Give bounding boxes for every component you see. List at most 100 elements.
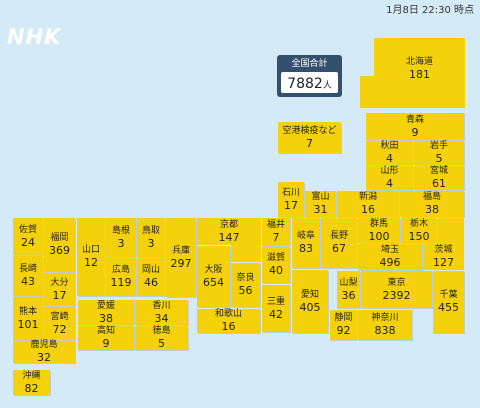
tile-aomori[interactable]: 青森 9 xyxy=(366,113,464,140)
case-count: 297 xyxy=(170,256,192,270)
tile-shizuoka[interactable]: 静岡 92 xyxy=(330,310,357,340)
prefecture-name: 石川 xyxy=(281,187,300,198)
tile-nara[interactable]: 奈良 56 xyxy=(231,263,260,307)
case-count: 72 xyxy=(52,322,67,336)
case-count: 3 xyxy=(117,236,125,250)
update-timestamp: 1月8日 22:30 時点 xyxy=(386,5,474,16)
case-count: 83 xyxy=(299,242,313,255)
tile-osaka[interactable]: 大阪 654 xyxy=(197,246,230,307)
case-count: 38 xyxy=(425,203,439,216)
tile-hiroshima[interactable]: 広島 119 xyxy=(106,258,136,296)
tile-iwate[interactable]: 岩手 5 xyxy=(414,141,464,165)
prefecture-name: 鹿児島 xyxy=(30,340,58,350)
tile-fukushima[interactable]: 福島 38 xyxy=(400,191,464,217)
tile-fukuoka[interactable]: 福岡 369 xyxy=(44,218,75,272)
tile-tokushima[interactable]: 徳島 5 xyxy=(135,326,188,350)
prefecture-name: 岐阜 xyxy=(296,231,315,241)
case-count: 16 xyxy=(221,320,236,333)
tile-yamaguchi[interactable]: 山口 12 xyxy=(77,218,105,296)
tile-tokyo[interactable]: 東京 2392 xyxy=(361,271,432,308)
case-count: 12 xyxy=(84,256,98,269)
tile-aichi[interactable]: 愛知 405 xyxy=(292,270,328,333)
tile-shimane[interactable]: 島根 3 xyxy=(106,218,136,257)
case-count: 838 xyxy=(374,324,396,337)
tile-gunma[interactable]: 群馬 100 xyxy=(358,218,400,243)
tile-hyogo[interactable]: 兵庫 297 xyxy=(166,218,196,297)
prefecture-name: 愛媛 xyxy=(96,300,115,311)
prefecture-name: 三重 xyxy=(266,296,285,307)
tile-niigata[interactable]: 新潟 16 xyxy=(337,191,399,217)
tile-wakayama[interactable]: 和歌山 16 xyxy=(197,309,260,333)
tile-kagawa[interactable]: 香川 34 xyxy=(135,300,188,325)
prefecture-name: 富山 xyxy=(311,192,330,202)
tile-airport-quarantine[interactable]: 空港検疫など 7 xyxy=(278,122,341,153)
tile-yamagata[interactable]: 山形 4 xyxy=(366,166,413,190)
tile-okinawa[interactable]: 沖縄 82 xyxy=(13,370,50,395)
tile-akita[interactable]: 秋田 4 xyxy=(366,141,413,165)
tile-nagasaki[interactable]: 長崎 43 xyxy=(13,256,43,296)
national-total-number: 7882 xyxy=(287,76,323,92)
case-count: 5 xyxy=(435,152,443,165)
case-count: 455 xyxy=(438,301,459,314)
prefecture-name: 新潟 xyxy=(358,192,377,202)
prefecture-name: 大阪 xyxy=(204,264,223,275)
prefecture-name: 大分 xyxy=(50,277,69,288)
tile-gifu[interactable]: 岐阜 83 xyxy=(292,218,320,268)
tile-shiga[interactable]: 滋賀 40 xyxy=(262,247,290,283)
tile-saga[interactable]: 佐賀 24 xyxy=(13,218,43,255)
tile-miyazaki[interactable]: 宮崎 72 xyxy=(44,307,75,340)
national-total-unit: 人 xyxy=(322,81,332,91)
tile-toyama[interactable]: 富山 31 xyxy=(305,191,336,217)
case-count: 181 xyxy=(409,68,430,81)
case-count: 4 xyxy=(386,177,393,190)
case-count: 31 xyxy=(313,203,328,216)
prefecture-name: 埼玉 xyxy=(380,245,399,255)
prefecture-name: 香川 xyxy=(152,300,171,311)
tile-kanagawa[interactable]: 神奈川 838 xyxy=(358,310,412,340)
national-total-label: 全国合計 xyxy=(291,59,328,69)
prefecture-name: 高知 xyxy=(96,326,115,336)
tile-hokkaido[interactable]: 北海道 181 xyxy=(360,38,465,108)
prefecture-name: 宮城 xyxy=(429,166,448,176)
prefecture-name: 群馬 xyxy=(369,218,388,229)
nhk-logo: NHK xyxy=(7,25,62,49)
prefecture-name: 神奈川 xyxy=(371,313,399,323)
tile-saitama[interactable]: 埼玉 496 xyxy=(358,244,422,270)
national-total-box: 全国合計 7882人 xyxy=(277,55,342,97)
case-count: 7 xyxy=(306,136,313,150)
case-count: 496 xyxy=(379,256,401,269)
prefecture-name: 山梨 xyxy=(339,277,358,288)
prefecture-name: 和歌山 xyxy=(214,309,242,319)
tile-ishikawa[interactable]: 石川 17 xyxy=(278,182,304,217)
prefecture-name: 秋田 xyxy=(380,141,399,151)
tile-kagoshima[interactable]: 鹿児島 32 xyxy=(13,340,75,364)
prefecture-name: 熊本 xyxy=(18,306,37,317)
case-count: 654 xyxy=(203,275,224,289)
tile-ehime[interactable]: 愛媛 38 xyxy=(78,300,134,325)
case-count: 147 xyxy=(218,230,240,244)
tile-chiba[interactable]: 千葉 455 xyxy=(433,271,464,333)
prefecture-name: 沖縄 xyxy=(22,370,41,381)
tile-nagano[interactable]: 長野 67 xyxy=(321,218,357,268)
tile-yamanashi[interactable]: 山梨 36 xyxy=(337,271,360,308)
prefecture-name: 佐賀 xyxy=(18,224,37,235)
case-count: 119 xyxy=(110,276,132,289)
tile-okayama[interactable]: 岡山 46 xyxy=(137,258,165,296)
prefecture-name: 兵庫 xyxy=(171,245,190,256)
prefecture-name: 奈良 xyxy=(236,273,255,283)
tile-tottori[interactable]: 鳥取 3 xyxy=(137,218,165,257)
tile-kumamoto[interactable]: 熊本 101 xyxy=(13,297,43,340)
tile-oita[interactable]: 大分 17 xyxy=(44,273,75,306)
prefecture-name: 福井 xyxy=(266,220,285,230)
prefecture-name: 徳島 xyxy=(152,326,171,336)
tile-fukui[interactable]: 福井 7 xyxy=(262,218,290,246)
tile-kochi[interactable]: 高知 9 xyxy=(78,326,134,350)
case-count: 32 xyxy=(37,351,51,364)
case-count: 369 xyxy=(49,244,70,257)
prefecture-name: 京都 xyxy=(219,219,238,230)
tile-tochigi[interactable]: 栃木 150 xyxy=(401,218,437,243)
tile-miyagi[interactable]: 宮城 61 xyxy=(414,166,464,190)
case-count: 2392 xyxy=(382,288,411,302)
tile-mie[interactable]: 三重 42 xyxy=(262,285,290,332)
case-count: 150 xyxy=(408,229,430,243)
